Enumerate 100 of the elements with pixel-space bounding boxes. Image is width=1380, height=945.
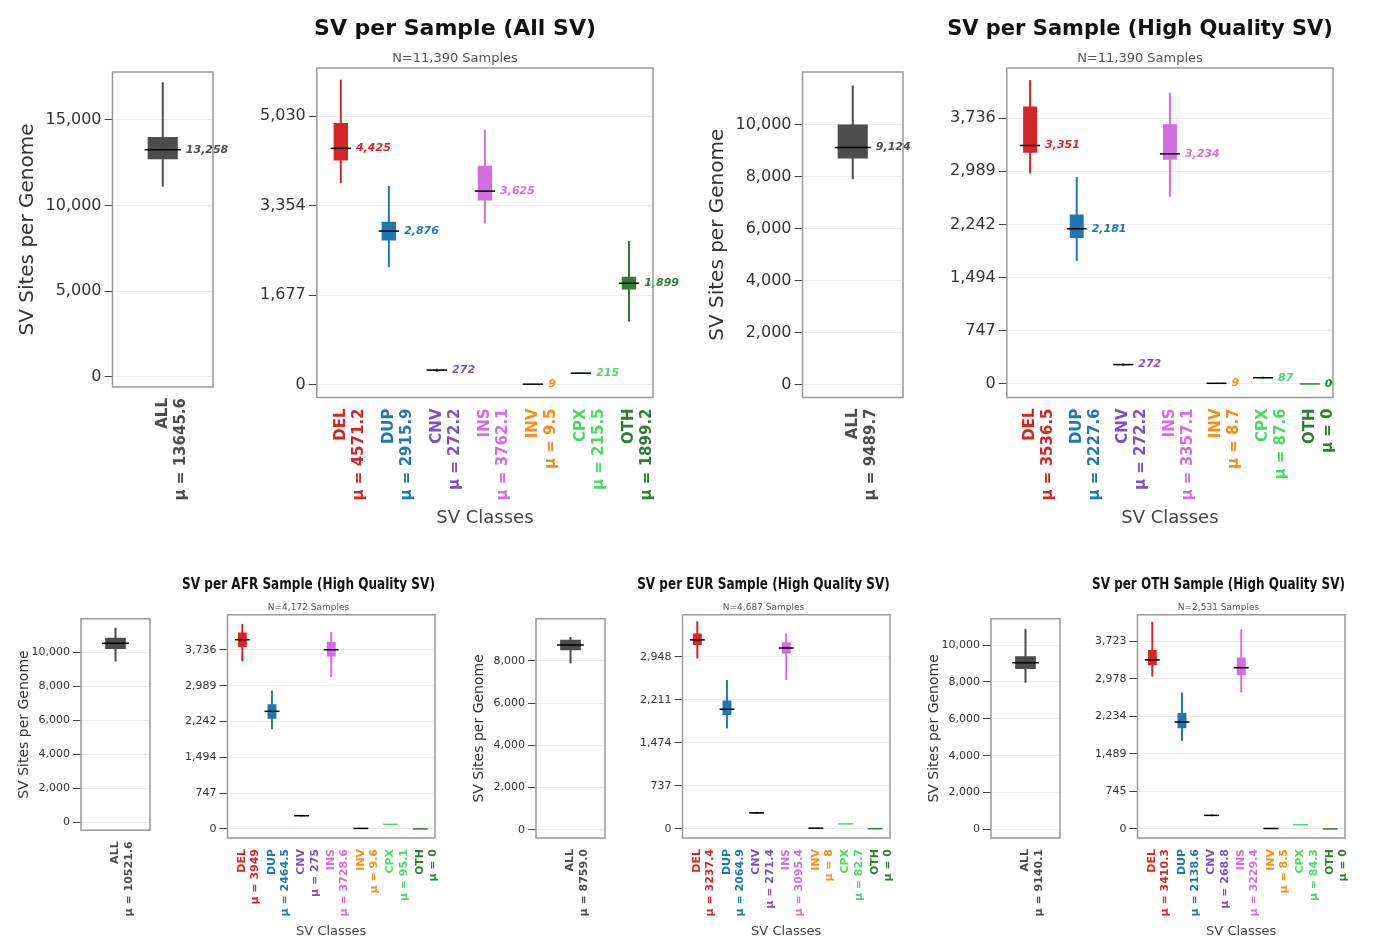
y-tick-label: 745 (1105, 784, 1127, 798)
y-tick-label: 0 (518, 822, 525, 836)
y-tick-label: 0 (985, 373, 996, 393)
y-tick-label: 2,989 (949, 160, 996, 180)
y-tick-label: 10,000 (31, 645, 70, 659)
y-tick-label: 747 (195, 785, 217, 799)
text: 1,899 (644, 276, 679, 290)
text: μ = 3728.6 (337, 848, 351, 917)
text: μ = 215.5 (588, 408, 607, 490)
y-tick-label: 10,000 (735, 113, 792, 133)
text: 3,234 (1184, 146, 1220, 160)
x-tick-label: INS (1159, 408, 1178, 438)
y-tick-label: 2,242 (949, 213, 996, 233)
x-tick-label: OTH (413, 848, 427, 876)
text: μ = 0 (881, 848, 895, 882)
y-tick-label: 2,000 (948, 785, 980, 799)
text: μ = 2138.6 (1188, 848, 1202, 917)
y-tick-label: 6,000 (948, 711, 980, 725)
chart-subtitle: N=2,531 Samples (1177, 601, 1260, 612)
text: μ = 10521.6 (121, 840, 135, 917)
y-tick-label: 2,948 (639, 649, 672, 663)
x-tick-label: DUP (1174, 848, 1188, 876)
x-tick-label: DEL (235, 848, 249, 873)
text: μ = 9140.1 (1031, 848, 1045, 917)
x-tick-label: CNV (749, 848, 763, 875)
text: μ = 2064.9 (733, 848, 747, 917)
y-tick-label: 3,736 (949, 107, 996, 127)
y-axis-title: SV Sites per Genome (15, 650, 32, 799)
text: μ = 272.2 (444, 408, 463, 490)
x-tick-label: ALL (152, 397, 171, 429)
chart-title: SV per OTH Sample (High Quality SV) (1092, 574, 1345, 593)
x-tick-label: CNV (426, 408, 445, 444)
chart-title: SV per AFR Sample (High Quality SV) (182, 574, 435, 593)
text: μ = 0 (1317, 408, 1336, 453)
y-tick-label: 15,000 (45, 109, 102, 129)
chart-title: SV per Sample (High Quality SV) (947, 14, 1333, 41)
x-tick-label: CPX (1293, 848, 1307, 874)
x-tick-label: OTH (618, 408, 637, 445)
y-tick-label: 1,474 (639, 735, 672, 749)
x-tick-label: INS (324, 848, 338, 871)
text: μ = 3949 (248, 848, 262, 905)
x-tick-label: DEL (690, 848, 704, 873)
text: μ = 4571.2 (348, 408, 367, 501)
x-axis-title: SV Classes (436, 505, 534, 527)
y-tick-label: 4,000 (948, 748, 980, 762)
text: μ = 1899.2 (636, 408, 655, 501)
x-tick-label: OTH (868, 848, 882, 876)
x-tick-label: CNV (1113, 408, 1132, 444)
text: μ = 3357.1 (1177, 408, 1196, 501)
x-tick-label: OTH (1323, 848, 1337, 876)
text: μ = 3536.5 (1037, 408, 1056, 501)
chart-title: SV per EUR Sample (High Quality SV) (637, 574, 890, 593)
text: 0 (1324, 376, 1333, 390)
y-tick-label: 0 (91, 365, 102, 385)
text: μ = 8.5 (1276, 848, 1290, 894)
y-axis-title: SV Sites per Genome (925, 654, 942, 803)
text: μ = 8.7 (1224, 408, 1243, 470)
y-tick-label: 3,723 (1094, 634, 1127, 648)
text: μ = 268.8 (1217, 848, 1231, 909)
x-tick-label: ALL (108, 841, 122, 864)
x-axis-title: SV Classes (751, 922, 822, 938)
text: μ = 3229.4 (1247, 848, 1261, 917)
y-tick-label: 2,242 (184, 714, 217, 728)
text: 3,351 (1045, 138, 1080, 152)
chart-title: SV per Sample (All SV) (314, 14, 596, 40)
x-tick-label: OTH (1299, 408, 1318, 445)
y-axis-title: SV Sites per Genome (704, 128, 729, 341)
x-tick-label: ALL (563, 848, 577, 872)
x-axis-title: SV Classes (1206, 922, 1277, 938)
y-tick-label: 2,000 (38, 781, 70, 795)
x-tick-label: CNV (1204, 848, 1218, 875)
text: μ = 9.6 (366, 848, 380, 894)
text: 3,625 (500, 183, 535, 197)
y-tick-label: 2,978 (1094, 671, 1127, 685)
text: 9,124 (875, 140, 911, 154)
x-tick-label: DUP (264, 848, 278, 876)
text: μ = 3237.4 (703, 848, 717, 917)
text: μ = 3410.3 (1158, 848, 1172, 917)
y-tick-label: 4,000 (745, 269, 792, 289)
y-tick-label: 1,677 (259, 284, 306, 304)
y-tick-label: 8,000 (493, 653, 525, 667)
x-tick-label: DUP (719, 848, 733, 876)
x-axis-title: SV Classes (1121, 505, 1219, 527)
text: 9 (548, 377, 556, 391)
y-tick-label: 2,234 (1094, 709, 1127, 723)
text: 13,258 (185, 142, 229, 156)
y-tick-label: 8,000 (745, 165, 792, 185)
y-tick-label: 1,494 (184, 750, 217, 764)
y-tick-label: 1,489 (1094, 746, 1127, 760)
text: μ = 95.1 (396, 848, 410, 902)
y-tick-label: 8,000 (948, 674, 980, 688)
text: μ = 271.4 (762, 848, 776, 909)
y-tick-label: 8,000 (38, 679, 70, 693)
text: 9 (1231, 376, 1240, 390)
text: 2,876 (404, 223, 439, 237)
y-tick-label: 10,000 (45, 194, 102, 214)
y-tick-label: 3,736 (184, 642, 217, 656)
text: μ = 82.7 (851, 848, 865, 902)
x-tick-label: CPX (1252, 408, 1271, 443)
text: 272 (452, 362, 476, 376)
